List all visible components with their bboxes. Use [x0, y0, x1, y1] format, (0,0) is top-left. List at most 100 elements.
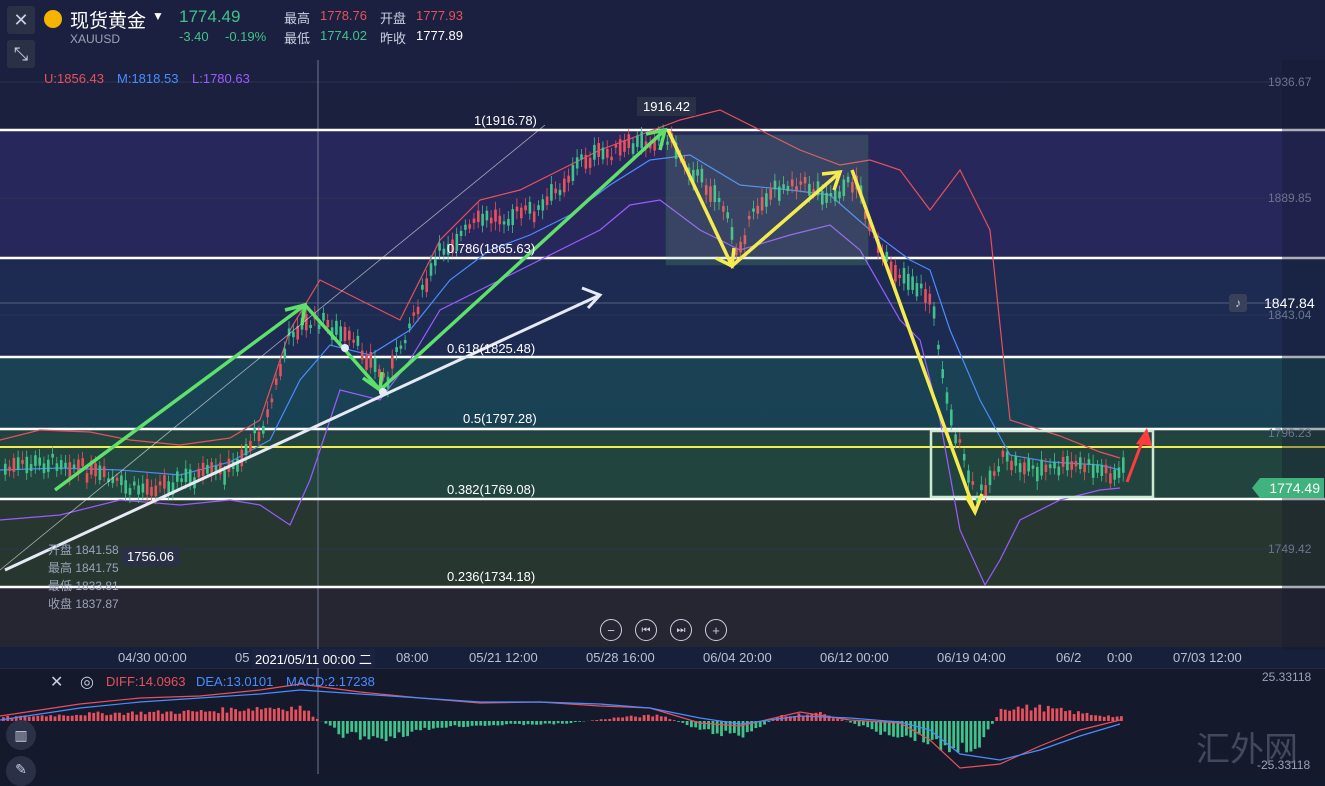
candle-body — [903, 268, 906, 283]
macd-bar — [54, 716, 57, 721]
candle-body — [464, 225, 467, 230]
macd-bar — [436, 721, 439, 728]
candle-body — [524, 205, 527, 210]
zoom-out-button[interactable]: − — [600, 619, 622, 641]
collapse-button[interactable]: ⤡ — [7, 40, 35, 68]
macd-bar — [226, 713, 229, 721]
candle-body — [959, 439, 962, 442]
macd-bar — [475, 721, 478, 726]
candle-body — [490, 218, 493, 224]
candle-body — [417, 307, 420, 314]
candle-body — [507, 219, 510, 226]
candle-body — [271, 399, 274, 403]
indicator-icon[interactable]: ▥ — [6, 720, 36, 750]
macd-bar — [406, 721, 409, 736]
candle-body — [129, 488, 132, 495]
candle-body — [241, 450, 244, 466]
macd-bar — [862, 721, 865, 725]
fib-label: 0.382(1769.08) — [447, 482, 535, 497]
macd-bar — [939, 721, 942, 750]
candle-body — [86, 473, 89, 482]
macd-bar — [282, 710, 285, 721]
zoom-in-button[interactable]: + — [705, 619, 727, 641]
candle-body — [361, 351, 364, 360]
candle-body — [133, 482, 136, 486]
candle-body — [21, 460, 24, 464]
macd-bar — [836, 719, 839, 721]
candle-body — [1096, 465, 1099, 473]
close-indicator-icon[interactable]: ✕ — [50, 672, 63, 692]
macd-bar — [832, 718, 835, 721]
candle-body — [266, 409, 269, 417]
candle-body — [434, 259, 437, 265]
prev-close-label: 昨收 — [380, 28, 406, 47]
candle-body — [950, 410, 953, 426]
candle-body — [1036, 467, 1039, 481]
settings-icon[interactable]: ◎ — [80, 672, 94, 692]
macd-bar — [161, 714, 164, 721]
candle-body — [335, 321, 338, 335]
candle-body — [245, 444, 248, 455]
candle-body — [1049, 464, 1052, 468]
candle-body — [567, 176, 570, 183]
macd-bar — [501, 721, 504, 725]
candle-body — [370, 352, 373, 368]
macd-bar — [307, 711, 310, 721]
candle-body — [1053, 462, 1056, 469]
scroll-end-button[interactable]: ⏭ — [670, 619, 692, 641]
draw-tool-icon[interactable]: ✎ — [6, 756, 36, 786]
macd-bar — [626, 716, 629, 721]
macd-bar — [402, 721, 405, 737]
macd-bar — [122, 715, 125, 721]
time-axis-tick: 06/19 04:00 — [937, 650, 1006, 665]
candle-body — [894, 265, 897, 282]
macd-bar — [643, 715, 646, 721]
macd-bar — [368, 721, 371, 739]
fib-zone-2 — [0, 258, 1325, 357]
macd-bar — [1086, 713, 1089, 721]
macd-bar — [75, 715, 78, 721]
crosshair-high: 最高 1841.75 — [48, 559, 119, 576]
candle-body — [395, 347, 398, 352]
candle-body — [26, 457, 29, 473]
macd-bar — [337, 721, 340, 734]
macd-bar — [617, 717, 620, 721]
candle-body — [546, 196, 549, 205]
candle-body — [202, 463, 205, 476]
candle-body — [198, 469, 201, 478]
candle-body — [1092, 464, 1095, 478]
candle-body — [150, 487, 153, 496]
macd-bar — [294, 710, 297, 721]
candle-body — [1105, 465, 1108, 474]
macd-bar — [1073, 714, 1076, 721]
candle-body — [1109, 473, 1112, 483]
macd-bar — [785, 716, 788, 721]
macd-bar — [101, 713, 104, 721]
macd-diff-value: DIFF:14.0963 — [106, 674, 186, 689]
scroll-start-button[interactable]: ⏮ — [635, 619, 657, 641]
macd-bar — [707, 721, 710, 729]
macd-bar — [879, 721, 882, 735]
candle-body — [284, 349, 287, 358]
candle-body — [503, 221, 506, 224]
macd-bar — [445, 721, 448, 728]
macd-bar — [1064, 711, 1067, 721]
macd-bar — [677, 721, 680, 722]
candle-body — [279, 364, 282, 376]
close-button[interactable]: ✕ — [7, 6, 35, 34]
candle-body — [916, 283, 919, 296]
chevron-down-icon[interactable]: ▼ — [152, 9, 164, 23]
candle-body — [124, 480, 127, 493]
prev-close-value: 1777.89 — [416, 28, 463, 43]
alert-price-tag[interactable]: 1847.84 — [1264, 295, 1315, 311]
candle-body — [520, 208, 523, 218]
candle-body — [636, 135, 639, 147]
macd-bar — [767, 721, 770, 722]
candle-body — [572, 165, 575, 181]
macd-bar — [432, 721, 435, 729]
bell-icon[interactable]: ♪ — [1229, 294, 1247, 312]
macd-bar — [548, 721, 551, 724]
candle-body — [438, 243, 441, 250]
macd-bar — [531, 721, 534, 725]
instrument-title[interactable]: 现货黄金 — [70, 6, 146, 33]
